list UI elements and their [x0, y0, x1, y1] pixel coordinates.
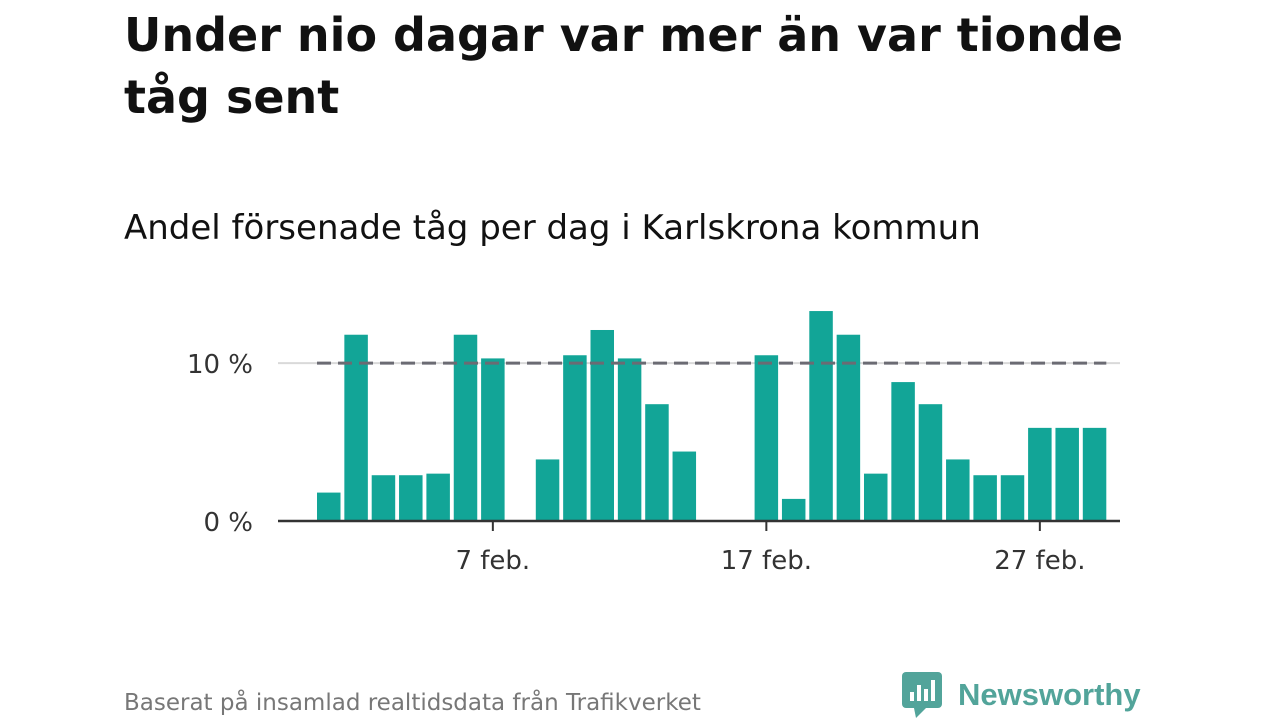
source-note: Baserat på insamlad realtidsdata från Tr… [124, 690, 701, 716]
chart-subtitle: Andel försenade tåg per dag i Karlskrona… [124, 208, 981, 248]
bar [1000, 475, 1025, 521]
bar [918, 404, 943, 521]
bar [836, 334, 861, 521]
bar [1055, 427, 1079, 521]
chart-title: Under nio dagar var mer än var tionde tå… [124, 8, 1124, 124]
x-tick-label: 17 feb. [721, 546, 812, 576]
bar [453, 334, 478, 521]
bar [645, 404, 669, 521]
y-tick-label: 0 % [203, 508, 253, 538]
bar [809, 311, 833, 521]
bar [1028, 427, 1052, 521]
bar [754, 355, 779, 521]
bar [617, 358, 642, 521]
bar [946, 459, 970, 521]
bar [481, 358, 505, 521]
bar [781, 498, 806, 521]
x-tick-label: 27 feb. [994, 546, 1085, 576]
bar [317, 492, 341, 521]
bar [672, 451, 697, 521]
bar [535, 459, 560, 521]
y-tick-label: 10 % [187, 350, 253, 380]
brand-name: Newsworthy [958, 677, 1141, 712]
bar [563, 355, 587, 521]
brand[interactable]: Newsworthy [902, 671, 1141, 719]
bar [1082, 427, 1107, 521]
bar [371, 475, 396, 521]
bar [426, 473, 450, 521]
bar [399, 475, 423, 521]
axes [278, 519, 1120, 531]
bar [864, 473, 888, 521]
bar [344, 334, 368, 521]
bar [590, 329, 614, 521]
bar [891, 382, 915, 521]
bars [317, 311, 1107, 521]
x-tick-label: 7 feb. [455, 546, 530, 576]
bar [973, 475, 997, 521]
tick-labels: 0 % 10 % 7 feb. 17 feb. 27 feb. [187, 350, 1086, 576]
newsworthy-bar-chart-icon [902, 672, 942, 718]
